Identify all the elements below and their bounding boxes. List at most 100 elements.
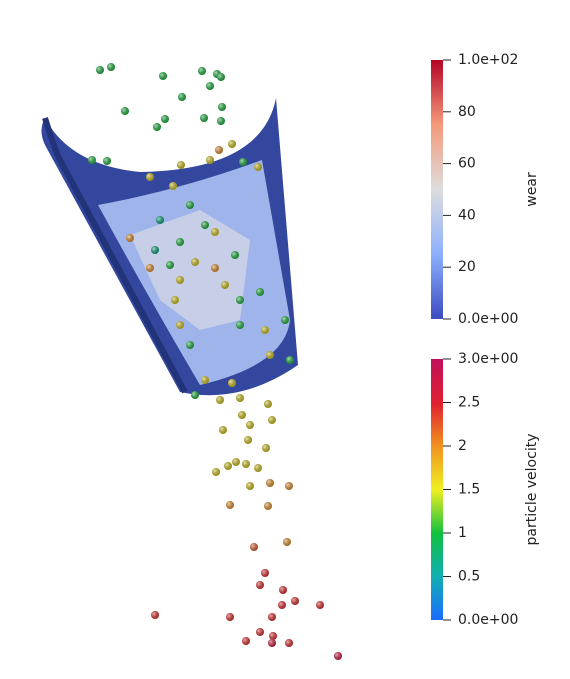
particle-shade [191, 391, 199, 399]
tick-label: 2 [458, 438, 467, 454]
particle-shade [264, 400, 272, 408]
particle-shade [242, 460, 250, 468]
tick-label: 0.0e+00 [458, 311, 518, 327]
particle-shade [107, 63, 115, 71]
particle-shade [236, 296, 244, 304]
particle-shade [246, 482, 254, 490]
particle-shade [264, 502, 272, 510]
particle-shade [176, 238, 184, 246]
particle-shade [334, 652, 342, 660]
particle-shade [226, 613, 234, 621]
particle-shade [239, 158, 247, 166]
particle-shade [151, 246, 159, 254]
particle-shade [278, 601, 286, 609]
particle-shade [201, 221, 209, 229]
particle-shade [146, 264, 154, 272]
particle-shade [256, 288, 264, 296]
tick-label: 60 [458, 156, 476, 172]
particle-shade [206, 82, 214, 90]
particle-shade [198, 67, 206, 75]
particle-shade [201, 376, 209, 384]
particle-shade [231, 251, 239, 259]
particle-shade [316, 601, 324, 609]
wear-colorbar [431, 60, 443, 319]
particle-shade [126, 234, 134, 242]
tick-label: 80 [458, 104, 476, 120]
particle-shade [156, 216, 164, 224]
particle-shade [217, 73, 225, 81]
particle-shade [266, 479, 274, 487]
particle-shade [200, 114, 208, 122]
particle-shade [186, 201, 194, 209]
particle-shade [281, 316, 289, 324]
particle-shade [268, 416, 276, 424]
particle-shade [151, 611, 159, 619]
particle-shade [261, 326, 269, 334]
particle-shade [246, 421, 254, 429]
particle-shade [285, 482, 293, 490]
particle-shade [218, 103, 226, 111]
colorbar-title: wear [524, 172, 540, 207]
particle-shade [171, 296, 179, 304]
particle-shade [250, 543, 258, 551]
particle-shade [211, 228, 219, 236]
particle-shade [238, 411, 246, 419]
particle-shade [291, 597, 299, 605]
particle-shade [176, 276, 184, 284]
particle-shade [285, 639, 293, 647]
tick-label: 3.0e+00 [458, 351, 518, 367]
particle-shade [256, 581, 264, 589]
tick-label: 1 [458, 525, 467, 541]
particle-shade [212, 468, 220, 476]
particle-shade [262, 444, 270, 452]
colorbar-title: particle velocity [524, 434, 540, 546]
particle-shade [217, 117, 225, 125]
tick-label: 40 [458, 207, 476, 223]
particle-shade [215, 146, 223, 154]
particle-shade [244, 436, 252, 444]
particle-shade [169, 182, 177, 190]
particle-shade [266, 351, 274, 359]
particle-shade [224, 462, 232, 470]
particle-shade [211, 264, 219, 272]
tick-label: 2.5 [458, 395, 480, 411]
particle-shade [191, 258, 199, 266]
particle-shade [268, 639, 276, 647]
velocity-colorbar [431, 359, 443, 620]
particle-shade [121, 107, 129, 115]
tick-label: 1.0e+02 [458, 52, 518, 68]
particle-shade [161, 115, 169, 123]
particle-shade [254, 464, 262, 472]
particle-shade [283, 538, 291, 546]
particle-shade [232, 458, 240, 466]
particle-shade [279, 586, 287, 594]
particle-shade [269, 632, 277, 640]
particle-shade [206, 156, 214, 164]
particle-shade [261, 569, 269, 577]
particle-shade [254, 163, 262, 171]
cone [41, 98, 298, 396]
tick-label: 0.5 [458, 569, 480, 585]
particle-shade [216, 396, 224, 404]
particle-shade [268, 613, 276, 621]
particle-shade [159, 72, 167, 80]
particle-shade [146, 173, 154, 181]
color-legends: 0.0e+00 20 40 60 80 1.0e+02 wear 0.0e+00 0.5 1 1.5… [431, 52, 540, 628]
tick-label: 0.0e+00 [458, 612, 518, 628]
particles [88, 63, 342, 660]
particle-shade [103, 157, 111, 165]
particle-shade [236, 321, 244, 329]
particle-shade [242, 637, 250, 645]
particle-shade [228, 379, 236, 387]
particle-shade [256, 628, 264, 636]
particle-shade [153, 123, 161, 131]
particle-shade [177, 161, 185, 169]
particle-shade [286, 356, 294, 364]
particle-shade [221, 281, 229, 289]
particle-shade [236, 394, 244, 402]
particle-shade [176, 321, 184, 329]
particle-shade [88, 156, 96, 164]
particle-shade [186, 341, 194, 349]
particle-shade [226, 501, 234, 509]
